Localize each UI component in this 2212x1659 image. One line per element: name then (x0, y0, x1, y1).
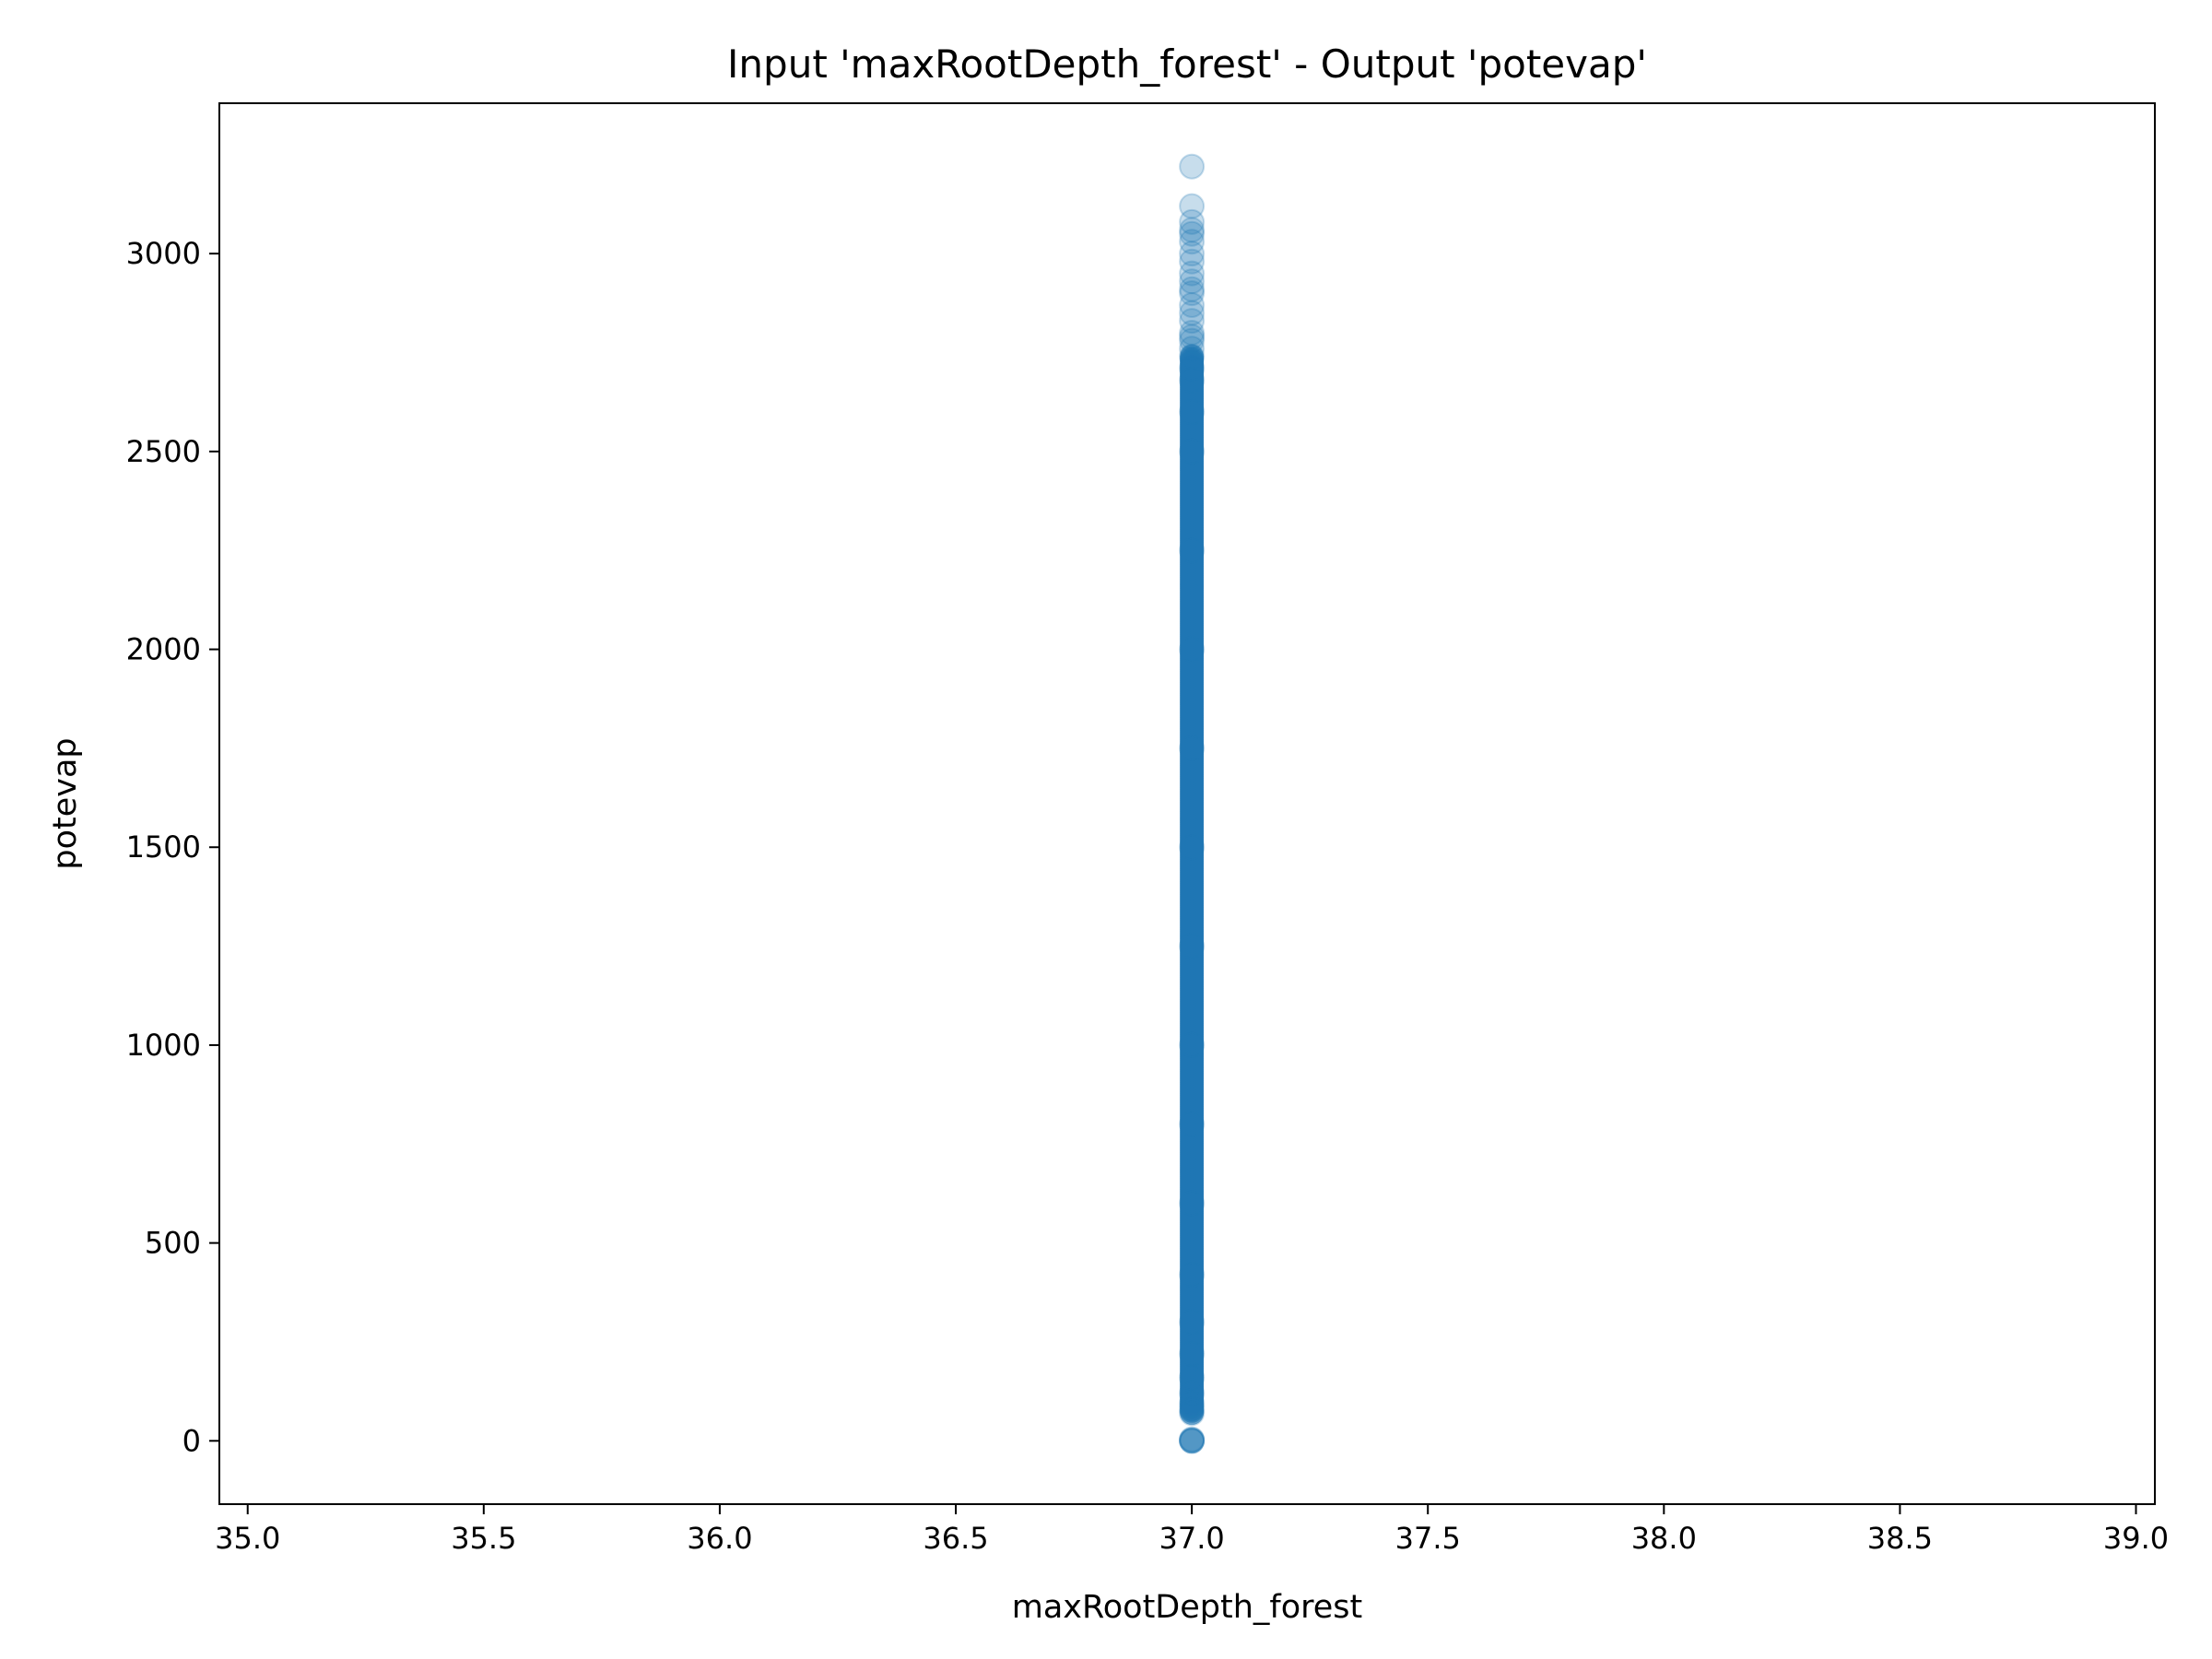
data-point (1179, 1428, 1206, 1454)
data-point (1179, 308, 1206, 335)
data-point (1179, 217, 1206, 243)
data-point (1179, 248, 1206, 275)
data-point (1179, 735, 1206, 761)
data-point (1179, 276, 1206, 302)
chart-title: Input 'maxRootDepth_forest' - Output 'po… (727, 41, 1647, 87)
data-point (1179, 636, 1206, 663)
data-point (1179, 1340, 1206, 1367)
y-tick-label: 0 (182, 1423, 201, 1458)
data-point (1179, 229, 1206, 255)
x-tick-label: 36.5 (923, 1521, 988, 1556)
data-point (1179, 1380, 1206, 1406)
x-axis: 35.0 35.5 36.0 36.5 37.0 37.5 38.0 38.5 39.0 (215, 1504, 2169, 1556)
data-point (1179, 1400, 1206, 1427)
y-axis: 0 500 1000 1500 2000 2500 3000 (126, 236, 219, 1458)
data-point (1179, 335, 1206, 362)
data-point (1179, 1190, 1206, 1217)
data-point (1179, 280, 1206, 307)
x-tick-label: 37.0 (1159, 1521, 1224, 1556)
x-tick-label: 35.5 (451, 1521, 516, 1556)
y-tick-label: 1000 (126, 1028, 201, 1063)
data-point (1179, 241, 1206, 267)
x-tick-label: 36.0 (687, 1521, 752, 1556)
data-point (1179, 398, 1206, 425)
data-point (1179, 291, 1206, 318)
data-point (1179, 1395, 1206, 1422)
data-point (1179, 367, 1206, 394)
data-point (1179, 933, 1206, 959)
data-point (1179, 324, 1206, 350)
y-tick-label: 1500 (126, 830, 201, 865)
data-point (1179, 1428, 1206, 1454)
data-point (1179, 320, 1206, 347)
y-tick-label: 3000 (126, 236, 201, 271)
data-point (1179, 327, 1206, 354)
data-point (1179, 220, 1206, 247)
x-tick-label: 37.5 (1395, 1521, 1461, 1556)
plot-area-frame (218, 102, 2156, 1505)
data-point (1180, 1400, 1205, 1425)
data-point (1179, 438, 1206, 465)
x-tick-label: 38.0 (1631, 1521, 1697, 1556)
y-tick-label: 2000 (126, 632, 201, 667)
data-point (1179, 343, 1206, 370)
data-point (1179, 1428, 1206, 1454)
data-point (1179, 1427, 1206, 1453)
data-point (1179, 1031, 1206, 1058)
data-point (1179, 1111, 1206, 1137)
y-axis-label: potevap (47, 737, 84, 869)
data-point (1179, 1309, 1206, 1335)
data-point (1179, 355, 1206, 382)
data-point (1179, 1426, 1206, 1453)
data-point (1179, 1261, 1206, 1288)
data-point (1179, 537, 1206, 564)
y-tick-label: 2500 (126, 434, 201, 469)
data-point (1179, 153, 1206, 180)
data-point (1179, 260, 1206, 287)
scatter-points (1179, 153, 1206, 1454)
data-point (1179, 268, 1206, 295)
data-point (1179, 208, 1206, 235)
x-axis-label: maxRootDepth_forest (1012, 1589, 1363, 1626)
data-point (1179, 1364, 1206, 1391)
data-point (1179, 1390, 1206, 1417)
data-point (1179, 300, 1206, 326)
x-tick-label: 38.5 (1867, 1521, 1933, 1556)
data-point (1179, 193, 1206, 219)
x-tick-label: 39.0 (2103, 1521, 2169, 1556)
y-tick-label: 500 (145, 1226, 201, 1261)
data-point (1179, 834, 1206, 861)
x-tick-label: 35.0 (215, 1521, 280, 1556)
